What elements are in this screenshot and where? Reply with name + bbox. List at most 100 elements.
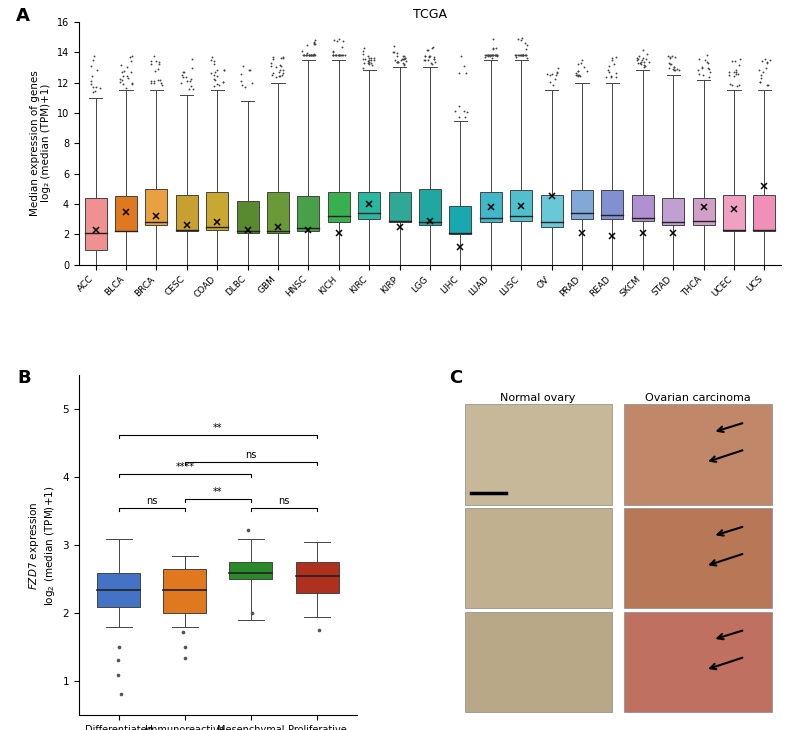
Point: [571, 58, 584, 69]
Point: [491, 50, 503, 61]
Point: [300, 50, 312, 61]
Point: [638, 57, 650, 69]
Point: [396, 53, 409, 64]
Point: [365, 54, 377, 66]
Point: [552, 62, 564, 74]
Point: [302, 50, 315, 61]
FancyBboxPatch shape: [632, 195, 654, 220]
Point: [296, 45, 308, 57]
Point: [185, 74, 197, 85]
FancyBboxPatch shape: [624, 404, 772, 504]
Point: [399, 52, 412, 64]
Point: [216, 76, 229, 88]
Point: [303, 50, 316, 61]
Point: [365, 53, 377, 64]
Point: [397, 50, 409, 61]
Point: [663, 57, 675, 69]
Point: [518, 37, 531, 49]
Point: [155, 80, 168, 91]
Point: [570, 69, 583, 80]
Point: [308, 39, 320, 50]
Point: [153, 58, 166, 69]
Point: [480, 50, 492, 61]
Point: [176, 69, 189, 81]
Point: [517, 50, 529, 61]
Point: [460, 68, 473, 80]
Point: [697, 69, 709, 80]
Point: [270, 72, 282, 83]
Point: [673, 64, 686, 75]
Point: [242, 64, 255, 76]
Point: [185, 53, 198, 64]
Point: [235, 69, 248, 80]
Point: [91, 64, 103, 76]
Point: [487, 50, 499, 61]
FancyBboxPatch shape: [510, 191, 532, 220]
Point: [387, 46, 400, 58]
FancyBboxPatch shape: [601, 191, 623, 219]
FancyBboxPatch shape: [450, 206, 471, 234]
Point: [478, 51, 491, 63]
Point: [609, 67, 622, 79]
Point: [551, 66, 563, 78]
Point: [395, 54, 408, 66]
FancyBboxPatch shape: [465, 612, 611, 712]
Point: [297, 50, 310, 61]
Point: [208, 80, 220, 92]
Text: ****: ****: [175, 462, 194, 472]
Point: [329, 50, 342, 61]
Point: [761, 57, 773, 69]
Point: [762, 80, 775, 91]
Point: [484, 50, 496, 62]
Point: [733, 60, 746, 72]
Point: [455, 50, 468, 62]
Point: [571, 69, 584, 81]
Point: [514, 34, 527, 46]
Point: [337, 35, 350, 47]
Point: [668, 61, 681, 72]
Point: [273, 66, 286, 78]
Point: [275, 61, 287, 72]
Point: [274, 60, 286, 72]
Point: [87, 82, 99, 93]
Point: [667, 63, 679, 74]
Point: [516, 32, 529, 44]
Point: [299, 50, 312, 61]
Point: [517, 50, 529, 61]
Point: [88, 50, 100, 62]
Point: [641, 48, 653, 60]
Point: [327, 50, 339, 61]
Point: [516, 50, 529, 61]
Point: [631, 54, 644, 66]
FancyBboxPatch shape: [389, 192, 410, 222]
Point: [118, 70, 130, 82]
Point: [418, 55, 431, 66]
Point: [208, 55, 221, 66]
Point: [123, 51, 136, 63]
Point: [308, 47, 321, 59]
Point: [427, 53, 439, 64]
Point: [239, 81, 252, 93]
Point: [518, 50, 531, 61]
Point: [570, 69, 583, 81]
Point: [638, 59, 650, 71]
Point: [483, 50, 495, 61]
Point: [391, 57, 403, 69]
Point: [126, 78, 139, 90]
Text: Ovarian carcinoma: Ovarian carcinoma: [645, 393, 751, 403]
Point: [182, 83, 195, 95]
Point: [729, 64, 742, 76]
Text: Normal ovary: Normal ovary: [500, 393, 576, 403]
Point: [757, 66, 769, 78]
Point: [608, 58, 620, 69]
Text: C: C: [449, 369, 462, 387]
Point: [490, 42, 503, 54]
Point: [728, 71, 741, 82]
Point: [94, 82, 107, 94]
Point: [696, 62, 709, 74]
FancyBboxPatch shape: [753, 195, 776, 231]
Point: [176, 66, 189, 78]
Point: [425, 42, 438, 53]
Point: [389, 54, 402, 66]
Point: [326, 45, 338, 56]
